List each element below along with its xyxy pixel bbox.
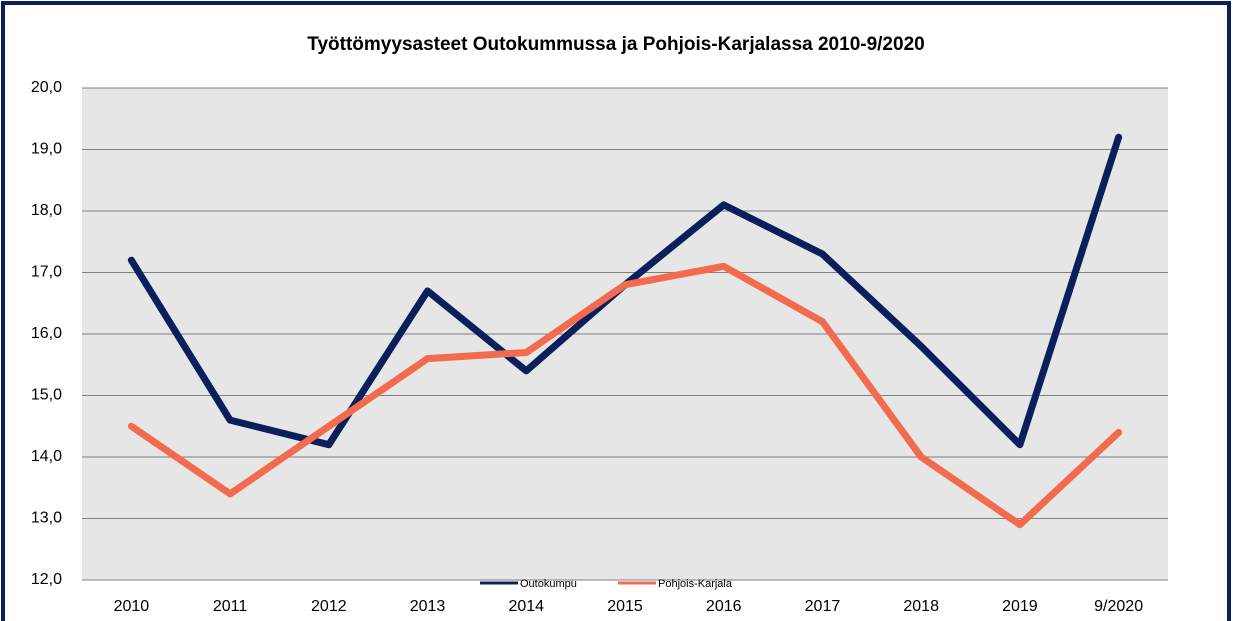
y-tick-label: 13,0 <box>31 510 62 527</box>
chart-title: Työttömyysasteet Outokummussa ja Pohjois… <box>307 34 924 55</box>
series-line <box>127 262 1123 529</box>
x-tick-label: 2019 <box>1002 598 1038 615</box>
x-tick-label: 2014 <box>508 598 544 615</box>
y-tick-label: 20,0 <box>31 79 62 96</box>
y-tick-label: 19,0 <box>31 141 62 158</box>
x-tick-label: 2010 <box>114 598 150 615</box>
x-tick-label: 2018 <box>903 598 939 615</box>
y-tick-label: 18,0 <box>31 202 62 219</box>
x-tick-label: 9/2020 <box>1094 598 1143 615</box>
y-tick-label: 16,0 <box>31 325 62 342</box>
legend-label: Outokumpu <box>520 578 577 590</box>
x-tick-label: 2011 <box>213 598 248 615</box>
x-tick-label: 2017 <box>805 598 841 615</box>
y-tick-label: 14,0 <box>31 448 62 465</box>
x-tick-label: 2013 <box>410 598 446 615</box>
y-tick-label: 17,0 <box>31 264 62 281</box>
y-tick-label: 12,0 <box>31 571 62 588</box>
x-tick-label: 2015 <box>607 598 643 615</box>
legend-label: Pohjois-Karjala <box>658 578 733 590</box>
x-tick-label: 2016 <box>706 598 742 615</box>
y-tick-label: 15,0 <box>31 387 62 404</box>
x-tick-label: 2012 <box>311 598 347 615</box>
